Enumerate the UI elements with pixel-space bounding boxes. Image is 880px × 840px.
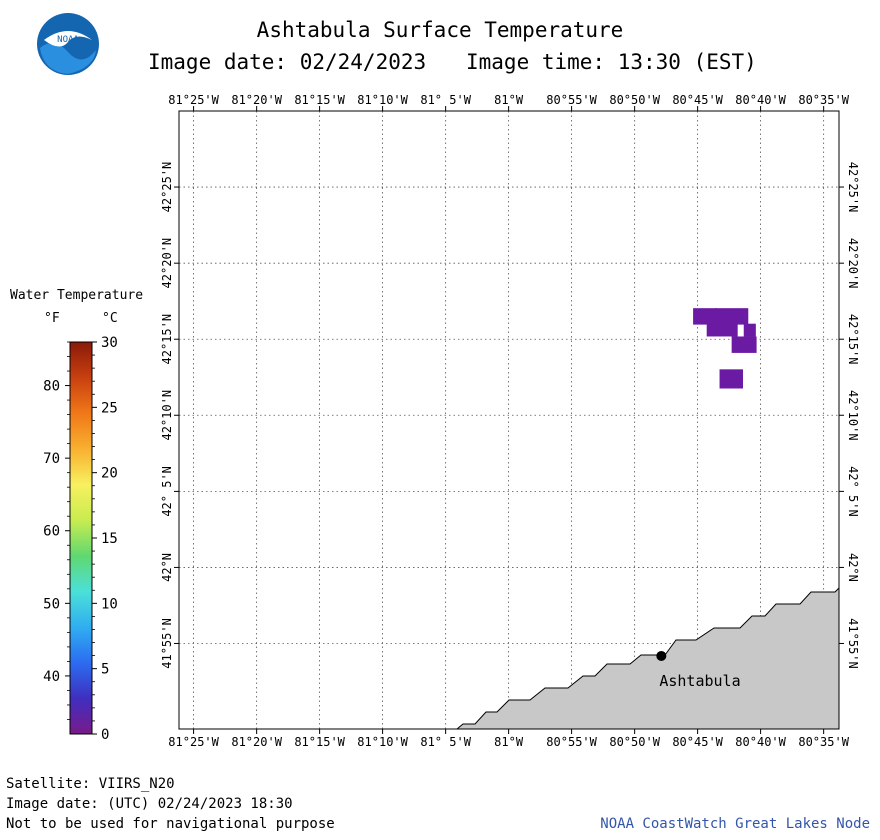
lon-label-top: 81°10'W	[357, 93, 408, 107]
celsius-tick-label: 30	[101, 335, 118, 351]
lon-label-bottom: 81° 5'W	[420, 735, 471, 749]
city-label: Ashtabula	[659, 672, 740, 690]
lon-label-top: 80°40'W	[735, 93, 786, 107]
fahrenheit-tick-label: 40	[43, 669, 60, 685]
water-temp-cell	[715, 308, 749, 325]
celsius-tick-label: 5	[101, 662, 109, 678]
lon-label-top: 81° 5'W	[420, 93, 471, 107]
unit-fahrenheit: °F	[44, 311, 60, 326]
lon-label-bottom: 81°25'W	[168, 735, 219, 749]
noaa-logo-icon: NOAA	[37, 13, 99, 75]
satellite-label: Satellite: VIIRS_N20	[6, 776, 175, 792]
lat-label-left: 42° 5'N	[160, 466, 174, 517]
utc-date-label: Image date: (UTC) 02/24/2023 18:30	[6, 796, 293, 812]
lon-label-top: 80°35'W	[798, 93, 849, 107]
lon-label-top: 81°W	[494, 93, 524, 107]
water-temp-cell	[719, 369, 743, 389]
land-shoreline	[455, 586, 840, 730]
map-title: Ashtabula Surface Temperature	[256, 18, 624, 42]
lat-label-left: 42°15'N	[160, 314, 174, 365]
lon-label-top: 80°45'W	[672, 93, 723, 107]
lat-label-left: 41°55'N	[160, 618, 174, 669]
lon-label-bottom: 80°50'W	[609, 735, 660, 749]
celsius-tick-label: 0	[101, 727, 109, 743]
water-temp-cell	[693, 308, 717, 325]
lon-label-top: 81°25'W	[168, 93, 219, 107]
coordinate-labels: 81°25'W 81°25'W 81°20'W 81°20'W 81°15'W 81°15…	[160, 93, 860, 749]
fahrenheit-tick-label: 60	[43, 524, 60, 540]
lon-label-bottom: 80°55'W	[546, 735, 597, 749]
lon-label-top: 81°20'W	[231, 93, 282, 107]
disclaimer: Not to be used for navigational purpose	[6, 816, 335, 832]
map-frame	[178, 110, 840, 730]
image-time-label: Image time: 13:30 (EST)	[466, 50, 757, 74]
water-temp-cell	[706, 323, 738, 337]
lon-label-bottom: 80°45'W	[672, 735, 723, 749]
lon-label-top: 81°15'W	[294, 93, 345, 107]
unit-celsius: °C	[102, 311, 118, 326]
celsius-tick-label: 15	[101, 531, 118, 547]
lat-label-right: 41°55'N	[846, 618, 860, 669]
colorbar-gradient	[69, 341, 93, 735]
credit-label: NOAA CoastWatch Great Lakes Node	[600, 816, 870, 832]
lat-label-right: 42°N	[846, 553, 860, 582]
lat-label-right: 42°15'N	[846, 314, 860, 365]
lat-label-left: 42°25'N	[160, 162, 174, 213]
city-marker: Ashtabula	[656, 650, 741, 690]
fahrenheit-tick-label: 80	[43, 379, 60, 395]
celsius-tick-label: 20	[101, 466, 118, 482]
celsius-tick-label: 25	[101, 400, 118, 416]
lon-label-top: 80°55'W	[546, 93, 597, 107]
lon-label-bottom: 81°W	[494, 735, 524, 749]
lat-label-left: 42°20'N	[160, 238, 174, 289]
fahrenheit-tick-label: 70	[43, 451, 60, 467]
water-temperature-cells	[693, 308, 757, 389]
lon-label-bottom: 81°15'W	[294, 735, 345, 749]
city-dot-icon	[656, 650, 667, 661]
colorbar: 0 5 10 15 20 25 30 40 50 60 70 80	[43, 335, 118, 743]
lat-label-left: 42°N	[160, 553, 174, 582]
fahrenheit-tick-label: 50	[43, 596, 60, 612]
lon-label-bottom: 81°20'W	[231, 735, 282, 749]
lat-label-left: 42°10'N	[160, 390, 174, 441]
water-temp-cell	[743, 323, 756, 337]
lon-label-bottom: 80°35'W	[798, 735, 849, 749]
lat-label-right: 42°10'N	[846, 390, 860, 441]
colorbar-ticks: 0 5 10 15 20 25 30 40 50 60 70 80	[43, 335, 118, 743]
lat-label-right: 42° 5'N	[846, 466, 860, 517]
colorbar-title: Water Temperature	[10, 288, 144, 303]
lat-label-right: 42°20'N	[846, 238, 860, 289]
lon-label-bottom: 80°40'W	[735, 735, 786, 749]
logo-text: NOAA	[57, 35, 79, 45]
lon-label-bottom: 81°10'W	[357, 735, 408, 749]
lon-label-top: 80°50'W	[609, 93, 660, 107]
celsius-tick-label: 10	[101, 596, 118, 612]
lat-label-right: 42°25'N	[846, 162, 860, 213]
water-temp-cell	[731, 336, 757, 353]
image-date-label: Image date: 02/24/2023	[148, 50, 427, 74]
